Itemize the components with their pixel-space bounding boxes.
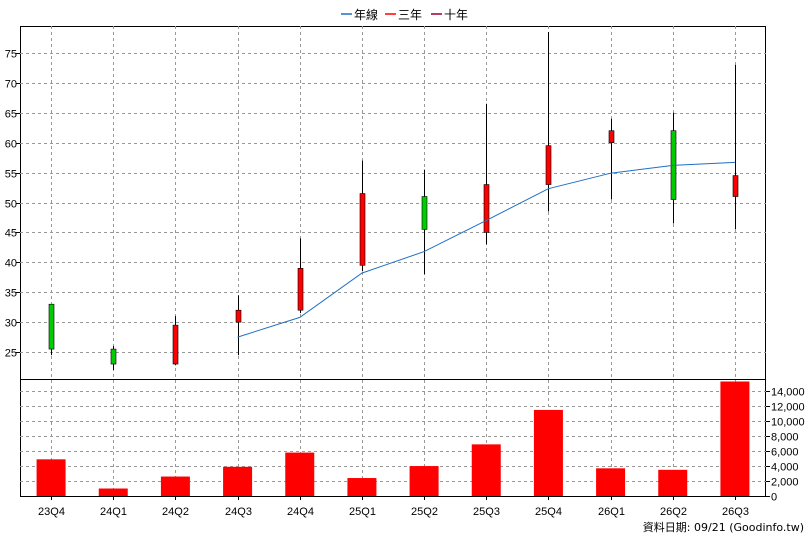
volume-bar	[223, 466, 253, 496]
year-line-series	[237, 161, 735, 338]
x-tick-label: 23Q4	[38, 506, 65, 518]
volume-bar	[533, 409, 563, 496]
volume-axis: 0 2,000 4,000 6,000 8,000 10,000 12,000 14,000	[766, 387, 805, 504]
legend-label-10yr: 十年	[444, 8, 468, 22]
volume-tick-label: 4,000	[771, 462, 799, 474]
price-tick-label: 50	[5, 199, 17, 211]
volume-bar	[285, 452, 315, 496]
volume-tick-label: 14,000	[771, 387, 805, 399]
x-axis: 23Q4 24Q1 24Q2 24Q3 24Q4 25Q1 25Q2 25Q3 25Q4 26Q1…	[38, 496, 749, 518]
volume-tick-label: 0	[771, 492, 777, 504]
volume-bar	[347, 478, 377, 496]
volume-bar	[596, 468, 626, 496]
price-tick-label: 65	[5, 109, 17, 121]
legend-label-3yr: 三年	[398, 8, 422, 22]
price-tick-label: 30	[5, 318, 17, 330]
x-tick-label: 25Q4	[535, 506, 562, 518]
price-tick-label: 45	[5, 228, 17, 240]
x-tick-label: 26Q2	[660, 506, 687, 518]
volume-bar	[658, 469, 688, 496]
price-axis: 25 30 35 40 45 50 55 60 65 70 75	[5, 49, 20, 360]
candle-body	[732, 175, 739, 197]
vertical-grid	[51, 26, 736, 496]
candle-body	[359, 193, 366, 266]
candle-body	[608, 130, 615, 143]
volume-bar	[160, 476, 190, 496]
candle-body	[172, 324, 179, 365]
price-tick-label: 40	[5, 258, 17, 270]
volume-bar	[471, 444, 501, 496]
price-tick-label: 75	[5, 49, 17, 61]
volume-bar	[720, 381, 750, 496]
legend: 年線 三年 十年	[341, 7, 468, 22]
price-grid	[20, 53, 766, 353]
candle-body	[235, 309, 242, 323]
x-tick-label: 24Q1	[100, 506, 127, 518]
price-tick-label: 60	[5, 139, 17, 151]
candle-body	[48, 303, 55, 350]
volume-tick-label: 6,000	[771, 447, 799, 459]
price-panel-frame	[20, 26, 766, 497]
candlesticks	[48, 31, 739, 371]
x-tick-label: 25Q1	[349, 506, 376, 518]
x-tick-label: 25Q3	[473, 506, 500, 518]
volume-bar	[409, 466, 439, 496]
volume-tick-label: 2,000	[771, 477, 799, 489]
legend-label-year-line: 年線	[354, 7, 378, 22]
volume-grid	[20, 391, 766, 482]
candle-body	[545, 145, 552, 185]
year-line	[237, 161, 735, 338]
price-tick-label: 55	[5, 169, 17, 181]
x-tick-label: 25Q2	[411, 506, 438, 518]
candle-body	[421, 196, 428, 230]
x-tick-label: 24Q2	[162, 506, 189, 518]
price-tick-label: 25	[5, 348, 17, 360]
price-tick-label: 35	[5, 288, 17, 300]
volume-bar	[36, 459, 66, 496]
data-date-footer: 資料日期: 09/21 (Goodinfo.tw)	[643, 520, 804, 534]
candle-body	[483, 184, 490, 233]
price-tick-label: 70	[5, 79, 17, 91]
volume-tick-label: 10,000	[771, 417, 805, 429]
volume-bars	[36, 381, 750, 496]
x-tick-label: 26Q3	[722, 506, 749, 518]
x-tick-label: 24Q3	[225, 506, 252, 518]
volume-tick-label: 12,000	[771, 402, 805, 414]
volume-tick-label: 8,000	[771, 432, 799, 444]
x-tick-label: 26Q1	[598, 506, 625, 518]
volume-bar	[98, 488, 128, 496]
candle-body	[110, 348, 117, 365]
candle-body	[297, 268, 304, 311]
x-tick-label: 24Q4	[287, 506, 314, 518]
